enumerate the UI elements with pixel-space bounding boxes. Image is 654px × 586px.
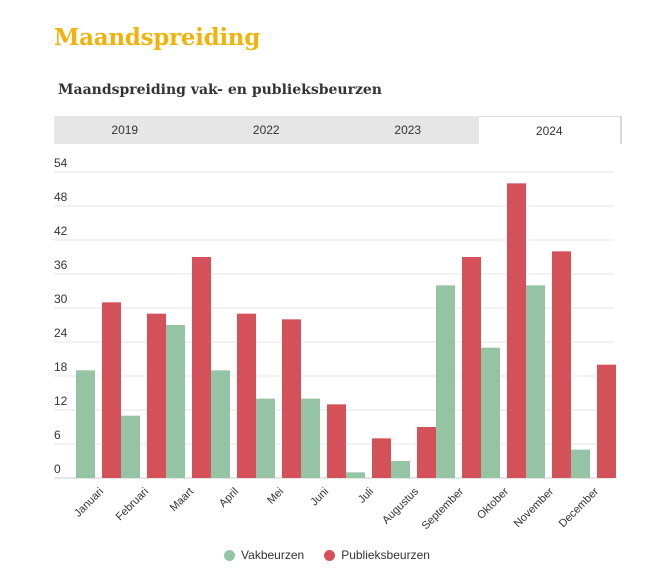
y-tick-label: 36 [54,258,68,272]
bar-vakbeurzen-november [526,285,545,478]
bar-publieksbeurzen-mei [282,319,301,478]
legend-dot-vakbeurzen-icon [224,549,236,561]
y-tick-label: 24 [54,326,68,340]
x-tick-label: Februari [114,486,151,523]
bar-vakbeurzen-oktober [481,347,500,478]
tab-2023[interactable]: 2023 [394,123,422,137]
bar-publieksbeurzen-februari [147,313,166,478]
bar-vakbeurzen-april [211,370,230,478]
bar-publieksbeurzen-juni [327,404,346,478]
bar-vakbeurzen-juli [346,472,365,478]
y-tick-label: 54 [54,156,68,170]
bar-vakbeurzen-maart [166,325,185,478]
year-tabs: 2019 2022 2023 2024 [54,116,622,144]
x-tick-label: November [512,485,557,530]
bar-chart: 0 6 12 18 24 30 36 42 48 54 Januari Februari Maart Ap… [54,156,616,532]
bar-publieksbeurzen-augustus [417,427,436,478]
bar-publieksbeurzen-september [462,257,481,478]
chart-legend: Vakbeurzen Publieksbeurzen [0,548,654,562]
bar-publieksbeurzen-maart [192,257,211,478]
bar-vakbeurzen-januari [76,370,95,478]
bar-publieksbeurzen-april [237,313,256,478]
y-tick-label: 18 [54,360,68,374]
y-tick-label: 42 [54,224,68,238]
y-tick-label: 30 [54,292,68,306]
x-tick-label: April [217,486,241,510]
legend-item-vakbeurzen[interactable]: Vakbeurzen [224,548,304,562]
y-tick-label: 12 [54,394,68,408]
tab-2024[interactable]: 2024 [478,116,622,144]
bar-publieksbeurzen-december [597,364,616,478]
bar-publieksbeurzen-januari [102,302,121,478]
legend-label-vakbeurzen: Vakbeurzen [241,548,305,562]
y-tick-label: 0 [54,462,61,476]
bar-vakbeurzen-december [571,449,590,478]
bar-vakbeurzen-juni [301,398,320,478]
y-tick-label: 6 [54,428,61,442]
y-tick-label: 48 [54,190,68,204]
x-tick-label: December [557,485,602,530]
bar-publieksbeurzen-november [552,251,571,478]
x-tick-label: September [420,485,467,532]
x-tick-label: Mei [265,486,286,507]
x-tick-label: Januari [72,486,106,520]
x-tick-label: Maart [168,486,196,514]
x-tick-label: Juni [308,486,331,509]
x-tick-label: Augustus [380,485,421,526]
x-tick-label: Juli [356,486,376,506]
page-title: Maandspreiding [54,24,261,51]
x-tick-label: Oktober [475,485,511,521]
tab-2019[interactable]: 2019 [111,123,139,137]
bar-publieksbeurzen-juli [372,438,391,478]
chart-title: Maandspreiding vak- en publieksbeurzen [58,82,382,98]
tab-2022[interactable]: 2022 [252,123,280,137]
bar-vakbeurzen-februari [121,415,140,478]
legend-label-publieksbeurzen: Publieksbeurzen [341,548,430,562]
legend-dot-publieksbeurzen-icon [324,549,336,561]
bar-vakbeurzen-augustus [391,461,410,478]
bar-vakbeurzen-mei [256,398,275,478]
bar-vakbeurzen-september [436,285,455,478]
legend-item-publieksbeurzen[interactable]: Publieksbeurzen [324,548,430,562]
bar-publieksbeurzen-oktober [507,183,526,479]
